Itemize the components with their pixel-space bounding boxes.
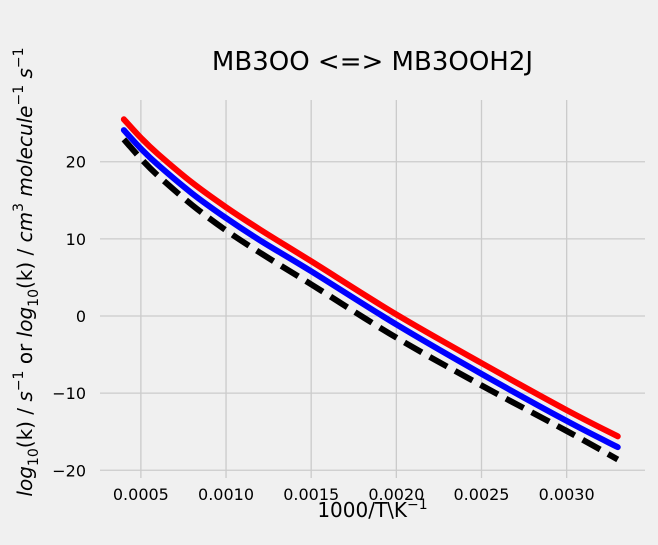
y-tick-label: 20 [66,153,86,172]
y-tick-label: −10 [52,384,86,403]
series-line-black-dashed [121,137,620,463]
x-tick-label: 0.0030 [539,485,595,504]
y-tick-label: 0 [76,307,86,326]
x-tick-label: 0.0010 [198,485,254,504]
x-tick-label: 0.0015 [283,485,339,504]
chart-title: MB3OO <=> MB3OOH2J [212,47,533,77]
x-tick-label: 0.0020 [368,485,424,504]
series-line-blue [120,127,621,451]
y-axis-label: log10(k) / s−1 or log10(k) / cm3 molecul… [11,47,42,496]
x-axis-label: 1000/T\K−1 [317,497,427,522]
y-tick-label: 10 [66,230,86,249]
y-tick-label: −20 [52,461,86,480]
x-tick-label: 0.0005 [113,485,169,504]
series-line-red [120,116,621,440]
x-tick-label: 0.0025 [454,485,510,504]
